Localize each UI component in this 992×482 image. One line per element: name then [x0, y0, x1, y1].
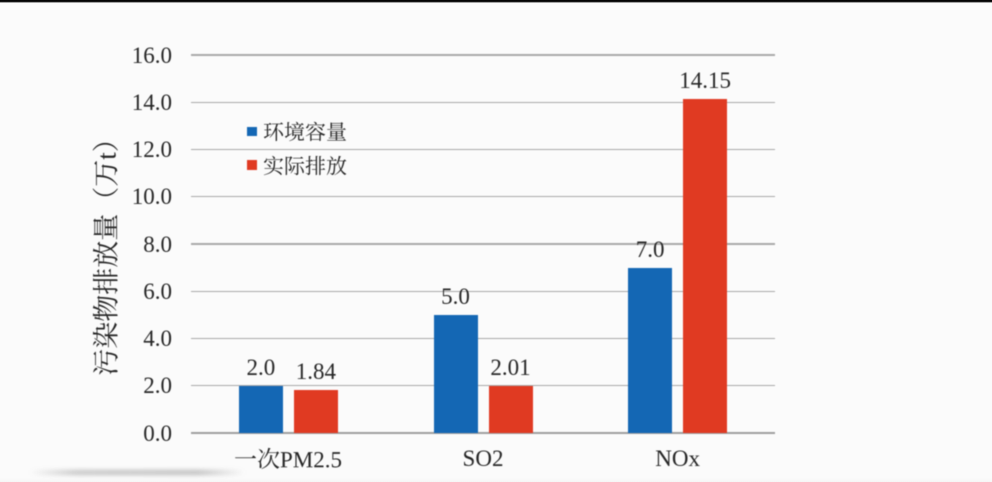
gridline [191, 196, 775, 198]
bar-series0-cat0 [238, 385, 283, 433]
y-tick-label: 2.0 [143, 373, 172, 399]
legend-label [263, 121, 347, 142]
gridline [191, 290, 775, 292]
y-axis-title [92, 125, 119, 376]
y-tick-label: 16.0 [131, 42, 172, 68]
y-tick-label: 12.0 [131, 137, 172, 162]
value-label: 7.0 [635, 236, 665, 262]
y-tick-label: 6.0 [143, 278, 172, 304]
gridline [191, 54, 775, 56]
bar-series0-cat1 [433, 314, 478, 433]
y-tick-label: 14.0 [131, 89, 172, 115]
y-tick-label: 8.0 [143, 231, 172, 257]
value-label: 5.0 [441, 283, 470, 309]
bar-series1-cat0 [293, 389, 338, 433]
legend-swatch [247, 160, 257, 170]
bar-series1-cat1 [488, 385, 533, 433]
value-label: 14.15 [679, 67, 732, 93]
y-tick-label: 4.0 [143, 326, 172, 351]
x-axis-line [191, 432, 775, 434]
y-tick-label: 0.0 [143, 420, 172, 446]
category-label: NOx [655, 446, 701, 471]
video-progress-bar-artifact [30, 469, 245, 475]
y-tick-label: 10.0 [131, 184, 172, 210]
letterbox-top-bar [0, 0, 992, 3]
category-label: SO2 [462, 446, 504, 471]
value-label: 2.0 [246, 354, 276, 380]
legend-swatch [247, 126, 257, 137]
bar-series0-cat2 [628, 267, 673, 433]
value-label: 2.01 [490, 354, 531, 380]
gridline [191, 337, 775, 340]
gridline [191, 385, 775, 387]
category-label [234, 447, 342, 470]
gridline [191, 243, 775, 245]
gridline [191, 101, 775, 103]
value-label: 1.84 [295, 358, 336, 384]
gridline [191, 148, 775, 151]
bottom-edge-shade [0, 478, 992, 482]
bar-series1-cat2 [683, 98, 728, 433]
legend-label [263, 155, 347, 176]
